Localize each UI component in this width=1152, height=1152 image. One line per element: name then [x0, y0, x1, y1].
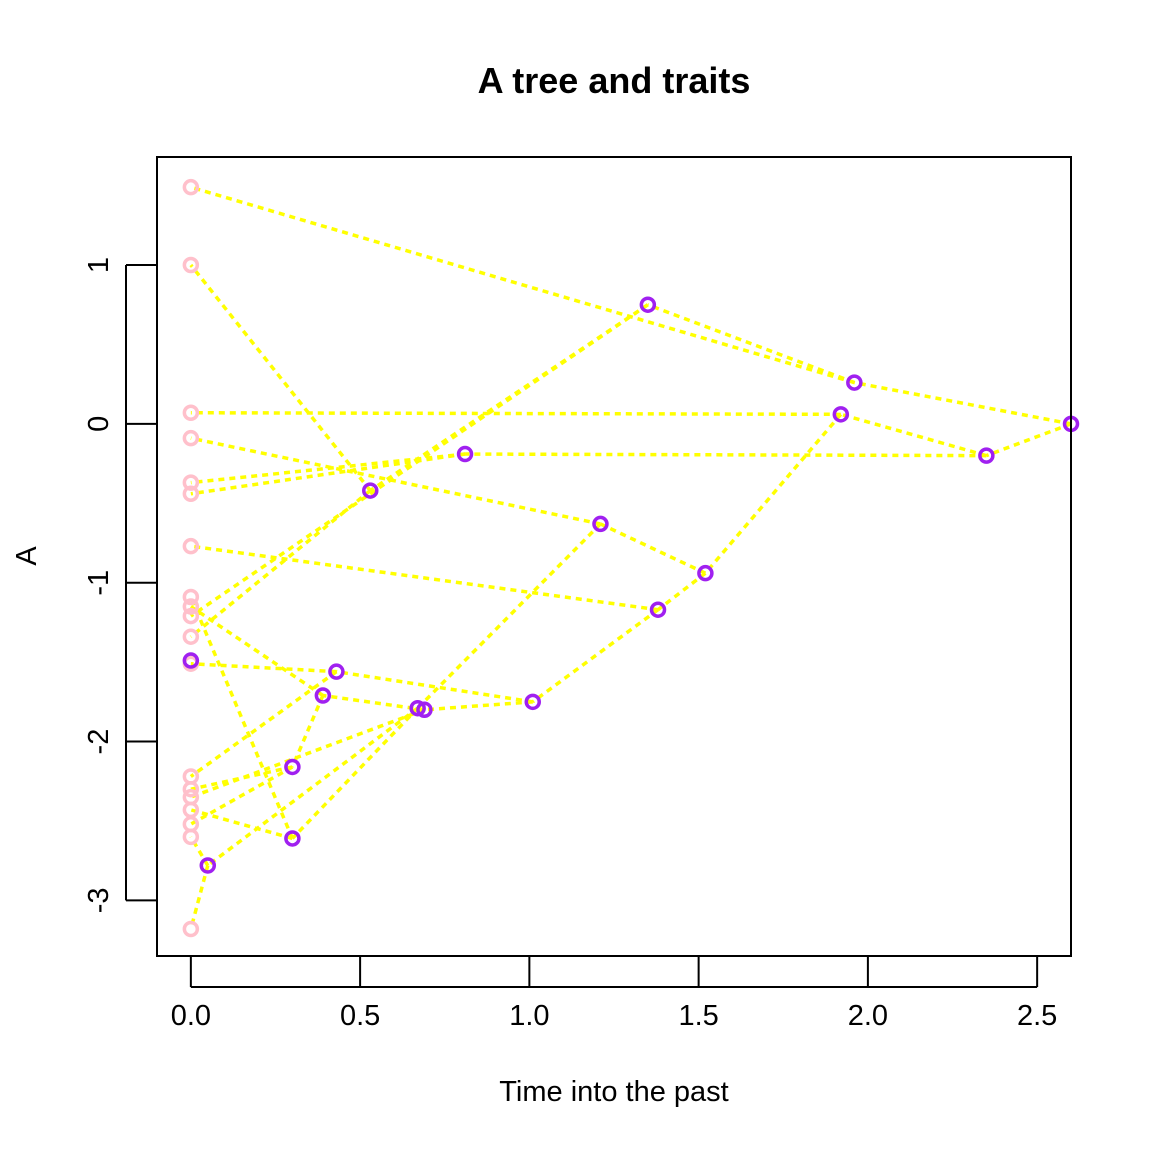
branch-line: [290, 694, 325, 768]
chart-title: A tree and traits: [478, 60, 751, 101]
branch-line: [190, 185, 855, 385]
branch-line: [291, 706, 419, 840]
node-point: [314, 687, 332, 704]
branch-line: [840, 412, 987, 458]
tip-point: [182, 485, 200, 503]
branch-line: [854, 380, 1072, 426]
tips-layer: [182, 178, 200, 938]
node-point: [846, 374, 863, 391]
branch-line: [531, 608, 660, 704]
branch-line: [322, 693, 425, 712]
node-point: [182, 652, 200, 669]
x-tick-label: 0.5: [340, 1000, 380, 1032]
branch-line: [189, 765, 294, 826]
tip-point: [182, 429, 200, 447]
y-tick-label: -3: [83, 888, 115, 914]
node-point: [284, 830, 301, 847]
branch-line: [656, 571, 707, 612]
tip-point: [182, 598, 200, 615]
tip-point: [182, 828, 200, 846]
branch-line: [206, 706, 419, 867]
plot-frame: [156, 156, 1072, 957]
x-tick-label: 0.0: [171, 1000, 211, 1032]
node-point: [832, 406, 850, 423]
node-point: [978, 447, 995, 464]
node-point: [592, 515, 609, 533]
branch-line: [190, 708, 426, 799]
y-tick-label: 0: [83, 416, 115, 432]
branch-line: [190, 544, 659, 612]
branch-line: [647, 303, 855, 385]
branch-line: [190, 452, 466, 496]
branch-line: [189, 865, 210, 930]
node-point: [697, 564, 714, 582]
branch-line: [336, 669, 534, 704]
y-tick-label: -2: [83, 729, 115, 755]
branch-line: [189, 263, 372, 492]
node-point: [328, 663, 345, 680]
tip-point: [182, 628, 200, 645]
x-axis-label: Time into the past: [499, 1076, 728, 1108]
branch-line: [190, 661, 337, 674]
branch-line: [190, 808, 293, 841]
branch-line: [369, 303, 649, 493]
tip-point: [182, 474, 200, 491]
tip-point: [182, 256, 200, 274]
branch-line: [424, 700, 533, 712]
node-point: [199, 857, 217, 874]
branches-layer: [189, 185, 1072, 930]
tip-point: [182, 537, 200, 555]
y-tick-label: 1: [83, 257, 115, 273]
branch-line: [416, 522, 602, 710]
x-tick-label: 2.0: [848, 1000, 888, 1032]
branch-line: [189, 670, 338, 778]
branch-line: [599, 522, 707, 575]
branch-line: [985, 422, 1072, 458]
x-tick-label: 1.5: [678, 1000, 718, 1032]
node-point: [639, 296, 657, 313]
branch-line: [190, 436, 601, 526]
x-tick-label: 2.5: [1017, 1000, 1057, 1032]
y-tick-label: -1: [83, 570, 115, 596]
branch-line: [189, 605, 324, 697]
x-tick-label: 1.0: [509, 1000, 549, 1032]
node-point: [284, 758, 301, 776]
tip-point: [182, 920, 200, 938]
tip-point: [182, 404, 200, 421]
branch-line: [704, 413, 843, 575]
node-point: [409, 699, 426, 717]
node-point: [362, 482, 379, 499]
tip-point: [182, 607, 200, 625]
branch-line: [190, 765, 293, 791]
node-point: [524, 693, 542, 711]
branch-line: [190, 410, 841, 417]
node-point: [416, 701, 433, 719]
y-axis-label: A: [11, 546, 43, 566]
branch-line: [465, 452, 987, 458]
axes-layer: 0.0 0.5 1.0 1.5 2.0 2.5 -3 -2 -1 0 1: [83, 257, 1057, 1032]
node-point: [456, 445, 474, 463]
branch-line: [189, 596, 295, 840]
node-point: [649, 601, 667, 618]
tip-point: [182, 178, 200, 196]
tip-point: [182, 588, 200, 606]
branch-line: [189, 489, 372, 639]
nodes-layer: [182, 296, 1080, 874]
tip-point: [182, 780, 200, 798]
